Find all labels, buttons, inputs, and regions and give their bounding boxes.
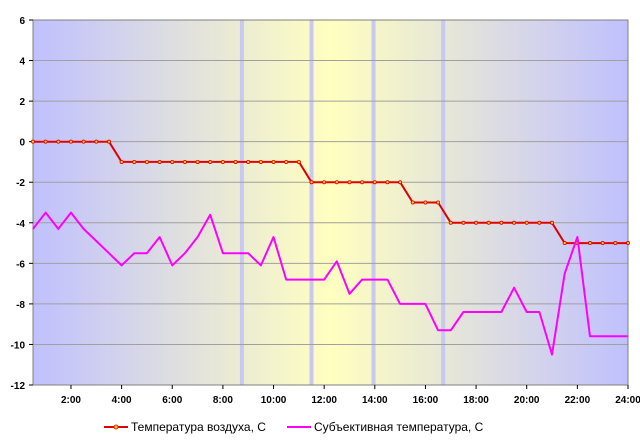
x-tick-label: 18:00 <box>463 395 489 406</box>
series-1-marker <box>600 241 605 246</box>
series-1-marker <box>182 159 187 164</box>
x-tick-label: 22:00 <box>565 395 591 406</box>
series-1-marker <box>233 159 238 164</box>
series-1-marker <box>524 220 529 225</box>
series-1-marker <box>322 180 327 185</box>
series-line-2 <box>32 211 628 356</box>
series-1-marker <box>423 200 428 205</box>
series-1-marker <box>106 139 111 144</box>
x-tick-label: 20:00 <box>514 395 540 406</box>
series-1-marker <box>68 139 73 144</box>
x-tick-label: 16:00 <box>413 395 439 406</box>
x-tick-label: 6:00 <box>162 395 182 406</box>
series-1-marker <box>271 159 276 164</box>
x-tick-label: 10:00 <box>261 395 287 406</box>
series-1-marker <box>258 159 263 164</box>
x-tick-label: 12:00 <box>311 395 337 406</box>
x-tick-label: 8:00 <box>213 395 233 406</box>
series-1-marker <box>588 241 593 246</box>
series-1-marker <box>246 159 251 164</box>
y-tick-label: -12 <box>11 381 26 392</box>
series-1-marker <box>81 139 86 144</box>
series-1-marker <box>550 220 555 225</box>
series-1-marker <box>537 220 542 225</box>
series-lines <box>30 139 631 356</box>
series-1-marker <box>144 159 149 164</box>
gridlines <box>33 60 628 345</box>
series-1-marker <box>347 180 352 185</box>
legend-label-1: Температура воздуха, С <box>131 420 266 434</box>
plot-background <box>33 20 628 385</box>
plot-border <box>32 19 629 386</box>
series-1-marker <box>30 139 35 144</box>
light-lines <box>239 20 446 385</box>
x-tick-label: 2:00 <box>61 395 81 406</box>
series-1-marker <box>512 220 517 225</box>
y-tick-label: 6 <box>19 16 25 27</box>
series-1-marker <box>94 139 99 144</box>
series-1-marker <box>157 159 162 164</box>
y-tick-label: -10 <box>11 340 26 351</box>
series-1-marker <box>195 159 200 164</box>
series-1-marker <box>486 220 491 225</box>
series-1-marker <box>436 200 441 205</box>
series-1-marker <box>448 220 453 225</box>
y-tick-label: -4 <box>16 219 25 230</box>
series-1-marker <box>284 159 289 164</box>
series-1-marker <box>43 139 48 144</box>
legend-marker-1 <box>113 424 119 430</box>
series-1-marker <box>170 159 175 164</box>
y-axis: 6 4 2 0 -2 -4 -6 -8 -10 -12 <box>11 16 33 392</box>
x-tick-label: 24:00 <box>615 395 640 406</box>
x-tick-label: 14:00 <box>362 395 388 406</box>
series-1-marker <box>132 159 137 164</box>
series-1-marker <box>220 159 225 164</box>
series-1-marker <box>499 220 504 225</box>
x-tick-label: 4:00 <box>112 395 132 406</box>
series-1-marker <box>385 180 390 185</box>
series-1-marker <box>562 241 567 246</box>
series-1-marker <box>626 241 631 246</box>
series-1-marker <box>334 180 339 185</box>
series-1-marker <box>398 180 403 185</box>
series-1-marker <box>56 139 61 144</box>
series-1-marker <box>474 220 479 225</box>
series-1-marker <box>119 159 124 164</box>
series-1-marker <box>309 180 314 185</box>
legend: Температура воздуха, С Субъективная темпе… <box>104 420 484 434</box>
legend-label-2: Субъективная температура, С <box>314 420 484 434</box>
y-tick-label: 4 <box>19 57 25 68</box>
series-1-marker <box>296 159 301 164</box>
y-tick-label: -6 <box>16 259 25 270</box>
y-tick-label: 0 <box>19 138 25 149</box>
series-1-marker <box>410 200 415 205</box>
series-1-marker <box>208 159 213 164</box>
series-1-marker <box>360 180 365 185</box>
y-tick-label: -2 <box>16 178 25 189</box>
y-tick-label: -8 <box>16 300 25 311</box>
y-tick-label: 2 <box>19 97 25 108</box>
x-axis: 2:00 4:00 6:00 8:00 10:00 12:00 14:00 16:00 18:0… <box>61 385 640 406</box>
series-1-marker <box>372 180 377 185</box>
series-1-marker <box>613 241 618 246</box>
series-line-1 <box>33 140 628 245</box>
series-1-marker <box>461 220 466 225</box>
